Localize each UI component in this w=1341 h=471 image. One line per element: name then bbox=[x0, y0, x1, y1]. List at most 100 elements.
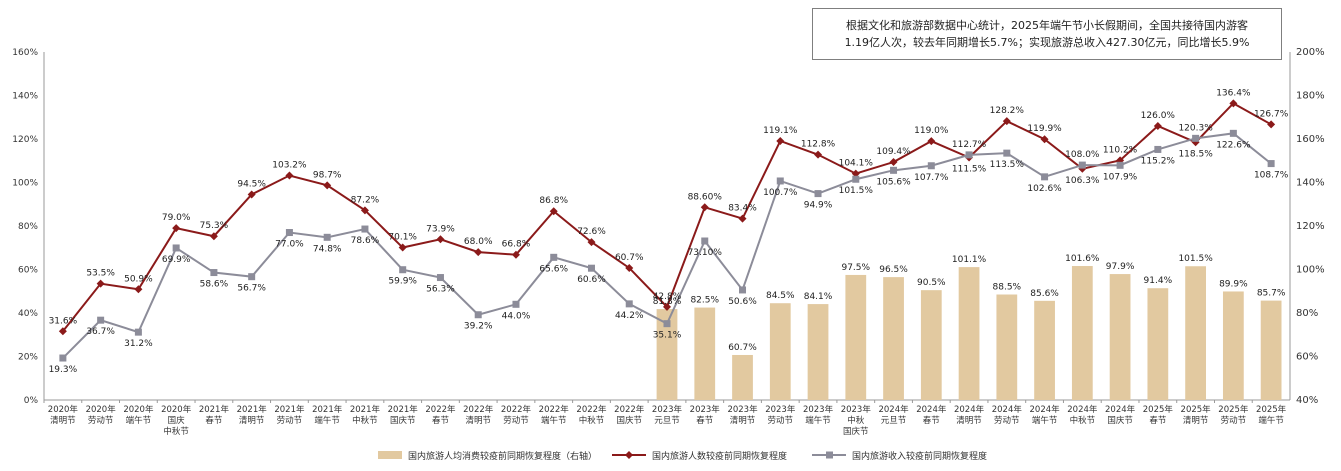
visitors-data-label: 103.2% bbox=[272, 161, 307, 171]
x-tick-label: 2020年 bbox=[48, 404, 79, 415]
y-left-tick-label: 100% bbox=[12, 179, 38, 189]
revenue-data-label: 100.7% bbox=[763, 188, 798, 198]
revenue-data-label: 59.9% bbox=[388, 277, 417, 287]
visitors-data-label: 50.9% bbox=[124, 274, 153, 284]
visitors-data-label: 110.2% bbox=[1103, 145, 1138, 155]
visitors-data-label: 75.3% bbox=[200, 221, 229, 231]
revenue-data-label: 56.3% bbox=[426, 285, 455, 295]
visitors-data-label: 118.5% bbox=[1178, 149, 1213, 159]
revenue-data-label: 94.9% bbox=[804, 201, 833, 211]
visitors-point bbox=[1153, 121, 1162, 130]
x-tick-label: 2025年 bbox=[1256, 404, 1287, 415]
x-tick-label: 清明节 bbox=[50, 415, 76, 426]
y-left-tick-label: 20% bbox=[18, 353, 38, 363]
visitors-data-label: 104.1% bbox=[839, 159, 874, 169]
x-tick-label: 2025年 bbox=[1143, 404, 1174, 415]
legend-label-revenue: 国内旅游收入较疫前同期恢复程度 bbox=[852, 450, 987, 462]
revenue-data-label: 19.3% bbox=[49, 365, 78, 375]
visitors-point bbox=[663, 302, 671, 311]
legend-swatch-bar bbox=[378, 451, 402, 459]
revenue-point bbox=[852, 175, 860, 183]
x-tick-label: 清明节 bbox=[1183, 415, 1209, 426]
visitors-point bbox=[889, 158, 898, 167]
annotation-line-2: 1.19亿人次，较去年同期增长5.7%；实现旅游总收入427.30亿元，同比增长… bbox=[844, 36, 1250, 49]
x-tick-label: 端午节 bbox=[1258, 415, 1284, 426]
x-tick-label: 2022年 bbox=[425, 404, 456, 415]
x-tick-label: 2021年 bbox=[274, 404, 305, 415]
y-right-tick-label: 60% bbox=[1296, 352, 1318, 363]
revenue-point bbox=[361, 225, 369, 233]
x-tick-label: 元旦节 bbox=[654, 416, 680, 426]
x-tick-label: 2024年 bbox=[992, 404, 1023, 415]
revenue-data-label: 112.7% bbox=[952, 140, 987, 150]
visitors-data-label: 68.0% bbox=[464, 237, 493, 247]
revenue-point bbox=[399, 266, 407, 274]
visitors-point bbox=[776, 136, 785, 145]
visitors-point bbox=[1040, 135, 1049, 144]
visitors-data-label: 119.9% bbox=[1027, 124, 1062, 134]
visitors-data-label: 60.7% bbox=[615, 253, 644, 263]
bar-data-label: 84.1% bbox=[804, 292, 833, 302]
revenue-point bbox=[134, 328, 142, 336]
bar bbox=[1109, 274, 1131, 400]
visitors-point bbox=[738, 214, 747, 223]
revenue-data-label: 77.0% bbox=[275, 240, 304, 250]
x-tick-label: 国庆节 bbox=[390, 415, 416, 426]
visitors-point bbox=[511, 250, 520, 259]
x-tick-label: 2020年 bbox=[86, 404, 117, 415]
visitors-point bbox=[323, 181, 332, 190]
x-tick-label: 国庆节 bbox=[843, 426, 869, 437]
bar bbox=[1034, 300, 1055, 400]
bar bbox=[769, 303, 791, 400]
x-tick-label: 国庆节 bbox=[1107, 415, 1133, 426]
visitors-point bbox=[398, 243, 407, 252]
revenue-point bbox=[210, 269, 218, 277]
bar-data-label: 90.5% bbox=[917, 278, 946, 288]
bar bbox=[996, 294, 1018, 400]
x-tick-label: 2022年 bbox=[614, 404, 645, 415]
revenue-data-label: 36.7% bbox=[86, 327, 115, 337]
x-tick-label: 2021年 bbox=[237, 404, 268, 415]
revenue-point bbox=[1116, 161, 1124, 169]
x-tick-label: 中秋节 bbox=[579, 415, 605, 426]
x-tick-label: 端午节 bbox=[314, 415, 340, 426]
revenue-data-label: 58.6% bbox=[200, 280, 229, 290]
y-left-tick-label: 160% bbox=[12, 48, 38, 58]
revenue-point bbox=[814, 190, 822, 198]
bar bbox=[694, 307, 716, 400]
x-tick-label: 2025年 bbox=[1218, 404, 1249, 415]
revenue-point bbox=[625, 300, 633, 308]
y-left-tick-label: 60% bbox=[18, 266, 38, 276]
visitors-data-label: 66.8% bbox=[502, 240, 531, 250]
y-left-tick-label: 140% bbox=[12, 92, 38, 102]
bar-data-label: 82.5% bbox=[690, 296, 719, 306]
revenue-point bbox=[587, 264, 595, 272]
revenue-data-label: 102.6% bbox=[1027, 184, 1062, 194]
visitors-data-label: 42.8% bbox=[653, 292, 682, 302]
revenue-point bbox=[663, 320, 671, 328]
visitors-data-label: 128.2% bbox=[990, 106, 1025, 116]
visitors-data-label: 88.60% bbox=[688, 192, 723, 202]
y-left-tick-label: 0% bbox=[24, 396, 39, 406]
revenue-point bbox=[474, 311, 482, 319]
revenue-point bbox=[248, 273, 256, 281]
x-tick-label: 端午节 bbox=[126, 415, 152, 426]
bar bbox=[883, 277, 904, 400]
visitors-data-label: 109.4% bbox=[876, 147, 911, 157]
x-tick-label: 春节 bbox=[205, 415, 223, 426]
visitors-point bbox=[814, 150, 823, 159]
revenue-point bbox=[1078, 161, 1086, 169]
x-tick-label: 春节 bbox=[1149, 415, 1167, 426]
visitors-point bbox=[625, 263, 634, 272]
x-tick-label: 2023年 bbox=[652, 404, 683, 415]
x-tick-label: 元旦节 bbox=[881, 416, 907, 426]
revenue-point bbox=[1192, 134, 1200, 142]
visitors-data-label: 136.4% bbox=[1216, 88, 1251, 98]
visitors-data-label: 83.4% bbox=[728, 204, 757, 214]
bar bbox=[958, 267, 980, 400]
bar-data-label: 101.1% bbox=[952, 255, 987, 265]
x-tick-label: 2025年 bbox=[1181, 404, 1212, 415]
visitors-data-label: 106.3% bbox=[1065, 176, 1100, 186]
visitors-point bbox=[436, 235, 445, 244]
revenue-point bbox=[59, 354, 67, 362]
